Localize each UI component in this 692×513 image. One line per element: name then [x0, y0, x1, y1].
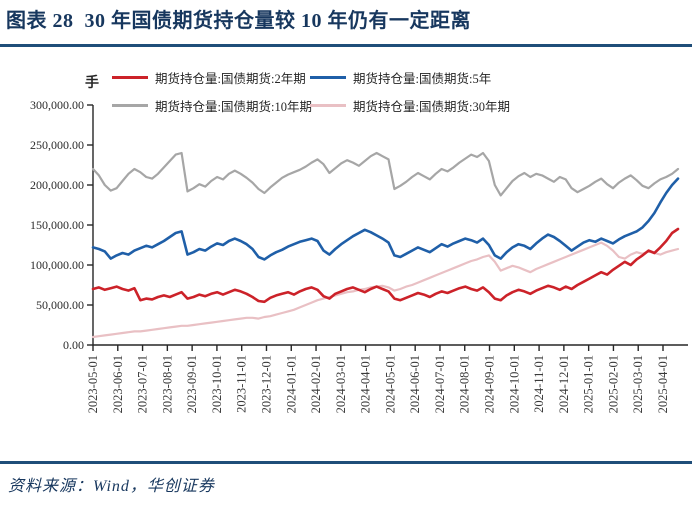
- legend-item-1: 期货持仓量:国债期货:5年: [310, 68, 510, 87]
- y-tick-label: 0.00: [63, 338, 84, 352]
- legend-label: 期货持仓量:国债期货:2年期: [155, 72, 306, 86]
- y-axis-unit-label: 手: [85, 76, 99, 91]
- x-tick-label: 2024-03-01: [334, 355, 348, 413]
- y-tick-label: 100,000.00: [30, 258, 84, 272]
- legend-swatch-icon: [112, 76, 148, 79]
- series-line-3: [91, 241, 680, 339]
- x-axis: 2023-05-01 2023-06-01 2023-07-01 2023-08-01…: [86, 345, 670, 413]
- x-tick-label: 2023-11-01: [235, 355, 249, 413]
- legend-item-3: 期货持仓量:国债期货:30年期: [310, 96, 510, 115]
- page-title: 图表 28 30 年国债期货持仓量较 10 年仍有一定距离: [6, 10, 471, 32]
- plot-canvas: 0.00 50,000.00 100,000.00 150,000.00 200,000…: [30, 98, 688, 413]
- x-tick-label: 2023-07-01: [136, 355, 150, 413]
- source-note: 资料来源：Wind，华创证券: [8, 478, 215, 495]
- x-tick-label: 2024-10-01: [507, 355, 521, 413]
- legend-label: 期货持仓量:国债期货:30年期: [353, 100, 510, 114]
- x-tick-label: 2025-03-01: [631, 355, 645, 413]
- x-tick-label: 2023-12-01: [259, 355, 273, 413]
- x-tick-label: 2025-02-01: [606, 355, 620, 413]
- x-tick-label: 2024-11-01: [532, 355, 546, 413]
- legend-swatch-icon: [112, 104, 148, 107]
- x-tick-label: 2025-01-01: [582, 355, 596, 413]
- axes: [92, 105, 688, 346]
- legend-swatch-icon: [310, 104, 346, 107]
- x-tick-label: 2024-05-01: [383, 355, 397, 413]
- x-tick-label: 2024-07-01: [433, 355, 447, 413]
- series-line-0: [91, 227, 680, 304]
- x-tick-label: 2023-09-01: [185, 355, 199, 413]
- series-line-1: [91, 177, 680, 261]
- y-tick-label: 50,000.00: [36, 298, 84, 312]
- x-tick-label: 2023-06-01: [111, 355, 125, 413]
- x-tick-label: 2024-09-01: [483, 355, 497, 413]
- x-tick-label: 2023-08-01: [160, 355, 174, 413]
- x-tick-label: 2024-04-01: [359, 355, 373, 413]
- line-chart: 0.00 50,000.00 100,000.00 150,000.00 200,000…: [0, 55, 692, 460]
- chart-legend: 期货持仓量:国债期货:2年期 期货持仓量:国债期货:5年期货持仓量:国债期货:10…: [112, 68, 510, 115]
- x-tick-label: 2024-12-01: [557, 355, 571, 413]
- legend-item-0: 期货持仓量:国债期货:2年期: [112, 68, 310, 87]
- y-tick-label: 150,000.00: [30, 218, 84, 232]
- legend-item-2: 期货持仓量:国债期货:10年期: [112, 96, 312, 115]
- x-tick-label: 2024-08-01: [458, 355, 472, 413]
- x-tick-label: 2024-01-01: [284, 355, 298, 413]
- y-tick-label: 300,000.00: [30, 98, 84, 112]
- x-tick-label: 2024-06-01: [408, 355, 422, 413]
- title-divider: [0, 44, 692, 47]
- y-tick-label: 250,000.00: [30, 138, 84, 152]
- x-tick-label: 2024-02-01: [309, 355, 323, 413]
- legend-label: 期货持仓量:国债期货:5年: [353, 72, 492, 86]
- y-axis: 0.00 50,000.00 100,000.00 150,000.00 200,000…: [30, 98, 93, 352]
- x-tick-label: 2023-05-01: [86, 355, 100, 413]
- series-line-2: [91, 151, 680, 197]
- x-tick-label: 2025-04-01: [656, 355, 670, 413]
- legend-swatch-icon: [310, 76, 346, 79]
- x-tick-label: 2023-10-01: [210, 355, 224, 413]
- legend-label: 期货持仓量:国债期货:10年期: [155, 100, 312, 114]
- y-tick-label: 200,000.00: [30, 178, 84, 192]
- footer-divider: [0, 461, 692, 464]
